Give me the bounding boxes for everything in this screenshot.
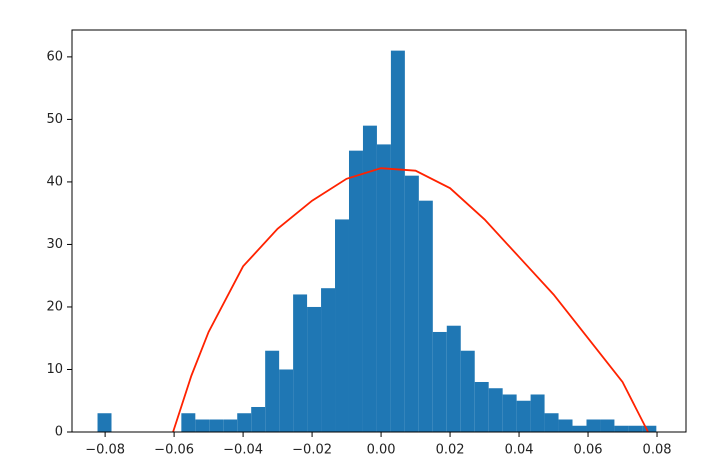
bar xyxy=(390,50,405,433)
x-tick-label: −0.08 xyxy=(85,443,125,458)
bar xyxy=(600,419,615,432)
x-tick-label: 0.04 xyxy=(505,443,534,458)
bar xyxy=(307,306,322,432)
x-tick-label: −0.02 xyxy=(292,443,332,458)
bar xyxy=(474,381,489,432)
bar xyxy=(642,425,657,432)
bar xyxy=(432,331,447,432)
bar xyxy=(223,419,238,432)
bar xyxy=(544,413,559,432)
y-tick-label: 60 xyxy=(46,49,63,64)
y-tick-label: 10 xyxy=(46,362,63,377)
x-tick-label: 0.08 xyxy=(643,443,672,458)
bar xyxy=(418,200,433,432)
bar xyxy=(488,388,503,432)
y-tick-label: 20 xyxy=(46,299,63,314)
bar xyxy=(181,413,196,432)
plot-frame xyxy=(71,29,687,433)
bar xyxy=(321,288,336,432)
bar xyxy=(572,425,587,432)
bar xyxy=(376,144,391,432)
bar xyxy=(586,419,601,432)
curve xyxy=(172,167,649,433)
bar xyxy=(460,350,475,432)
y-tick-label: 30 xyxy=(46,237,63,252)
bar xyxy=(614,425,629,432)
bar xyxy=(335,219,349,432)
bar xyxy=(237,413,252,432)
bar xyxy=(446,325,461,432)
bar xyxy=(362,125,377,432)
bar xyxy=(404,175,419,432)
bar xyxy=(628,425,643,432)
x-tick-label: −0.04 xyxy=(223,443,263,458)
y-tick-label: 50 xyxy=(46,112,63,127)
bar xyxy=(265,350,280,432)
x-tick-label: −0.06 xyxy=(154,443,194,458)
x-tick-label: 0.00 xyxy=(367,443,396,458)
bar xyxy=(530,394,545,432)
y-tick-label: 40 xyxy=(46,174,63,189)
x-tick-label: 0.02 xyxy=(436,443,465,458)
bar xyxy=(97,413,112,432)
bar xyxy=(293,294,308,432)
bar xyxy=(251,406,266,432)
bar xyxy=(348,150,363,432)
bar xyxy=(502,394,517,432)
y-tick-label: 0 xyxy=(55,425,63,440)
bar xyxy=(558,419,573,432)
bar xyxy=(516,400,531,432)
bar xyxy=(279,369,294,432)
x-tick-label: 0.06 xyxy=(574,443,603,458)
bar xyxy=(209,419,224,432)
bar xyxy=(195,419,210,432)
